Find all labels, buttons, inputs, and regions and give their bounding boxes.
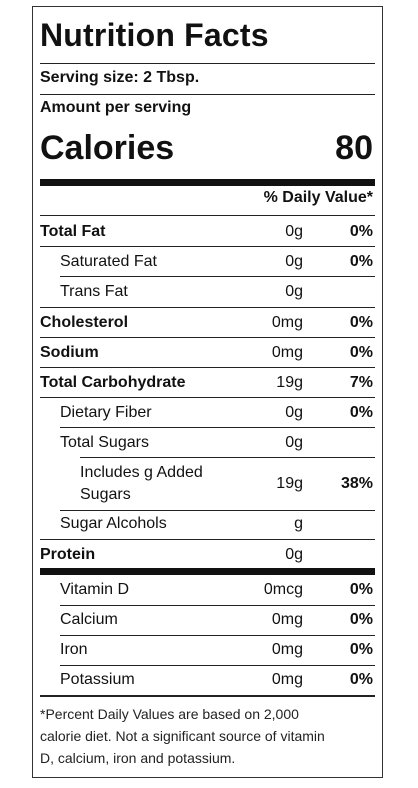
nutrient-name: Dietary Fiber xyxy=(60,404,152,421)
nutrient-daily-value: 7% xyxy=(349,374,373,391)
nutrition-label-content: Nutrition Facts Serving size: 2 Tbsp. Am… xyxy=(40,7,375,777)
divider xyxy=(40,307,375,308)
nutrient-name: Total Carbohydrate xyxy=(40,374,186,391)
divider xyxy=(40,539,375,540)
divider xyxy=(40,63,375,64)
divider xyxy=(40,246,375,247)
vitamin-name: Calcium xyxy=(60,611,118,628)
calories-label: Calories xyxy=(40,129,175,167)
vitamin-amount: 0mg xyxy=(271,671,303,688)
nutrient-daily-value: 38% xyxy=(340,475,373,492)
vitamin-name: Iron xyxy=(60,641,88,658)
divider xyxy=(60,665,375,666)
vitamin-daily-value: 0% xyxy=(349,611,373,628)
nutrient-name: Saturated Fat xyxy=(60,253,157,270)
amount-per-serving: Amount per serving xyxy=(40,99,192,116)
divider xyxy=(60,427,375,428)
nutrient-amount: 0g xyxy=(285,223,303,240)
nutrient-amount: 0mg xyxy=(271,314,303,331)
thick-divider xyxy=(40,179,375,186)
nutrient-name: Cholesterol xyxy=(40,314,129,331)
nutrient-amount: 0g xyxy=(285,434,303,451)
vitamin-amount: 0mg xyxy=(271,611,303,628)
divider xyxy=(60,510,375,511)
daily-value-header: % Daily Value* xyxy=(263,189,373,206)
divider xyxy=(40,397,375,398)
nutrient-amount: 0g xyxy=(285,404,303,421)
nutrition-label: Nutrition Facts Serving size: 2 Tbsp. Am… xyxy=(32,6,383,778)
nutrient-daily-value: 0% xyxy=(349,223,373,240)
nutrient-amount: 19g xyxy=(276,475,303,492)
vitamin-amount: 0mcg xyxy=(263,581,303,598)
nutrient-amount: 0mg xyxy=(271,344,303,361)
label-title: Nutrition Facts xyxy=(40,17,269,53)
nutrient-name: Sodium xyxy=(40,344,99,361)
divider xyxy=(40,215,375,216)
divider xyxy=(60,276,375,277)
nutrient-daily-value: 0% xyxy=(349,344,373,361)
divider xyxy=(40,695,375,697)
serving-size: Serving size: 2 Tbsp. xyxy=(40,69,200,86)
divider xyxy=(40,367,375,368)
vitamin-daily-value: 0% xyxy=(349,671,373,688)
vitamin-name: Vitamin D xyxy=(60,581,130,598)
nutrient-amount: 0g xyxy=(285,546,303,563)
vitamin-daily-value: 0% xyxy=(349,581,373,598)
footnote: *Percent Daily Values are based on 2,000… xyxy=(40,706,325,766)
calories-value: 80 xyxy=(335,129,373,167)
nutrient-name: Trans Fat xyxy=(60,283,128,300)
divider xyxy=(40,94,375,95)
nutrient-daily-value: 0% xyxy=(349,404,373,421)
thick-divider xyxy=(40,568,375,575)
divider xyxy=(60,605,375,606)
nutrient-name: Includes g Added Sugars xyxy=(80,464,203,503)
nutrient-name: Total Fat xyxy=(40,223,106,240)
nutrient-name: Total Sugars xyxy=(60,434,149,451)
nutrient-amount: 0g xyxy=(285,283,303,300)
nutrient-amount: 19g xyxy=(276,374,303,391)
nutrient-row-added-sugars: Includes g Added Sugars 19g 38% xyxy=(40,462,375,508)
vitamin-daily-value: 0% xyxy=(349,641,373,658)
vitamin-name: Potassium xyxy=(60,671,135,688)
divider xyxy=(80,457,375,458)
nutrient-daily-value: 0% xyxy=(349,314,373,331)
vitamin-amount: 0mg xyxy=(271,641,303,658)
nutrient-amount: 0g xyxy=(285,253,303,270)
nutrient-name: Sugar Alcohols xyxy=(60,515,167,532)
nutrient-name: Protein xyxy=(40,546,96,563)
nutrient-amount: g xyxy=(294,515,303,532)
nutrient-daily-value: 0% xyxy=(349,253,373,270)
divider xyxy=(40,337,375,338)
divider xyxy=(60,635,375,636)
